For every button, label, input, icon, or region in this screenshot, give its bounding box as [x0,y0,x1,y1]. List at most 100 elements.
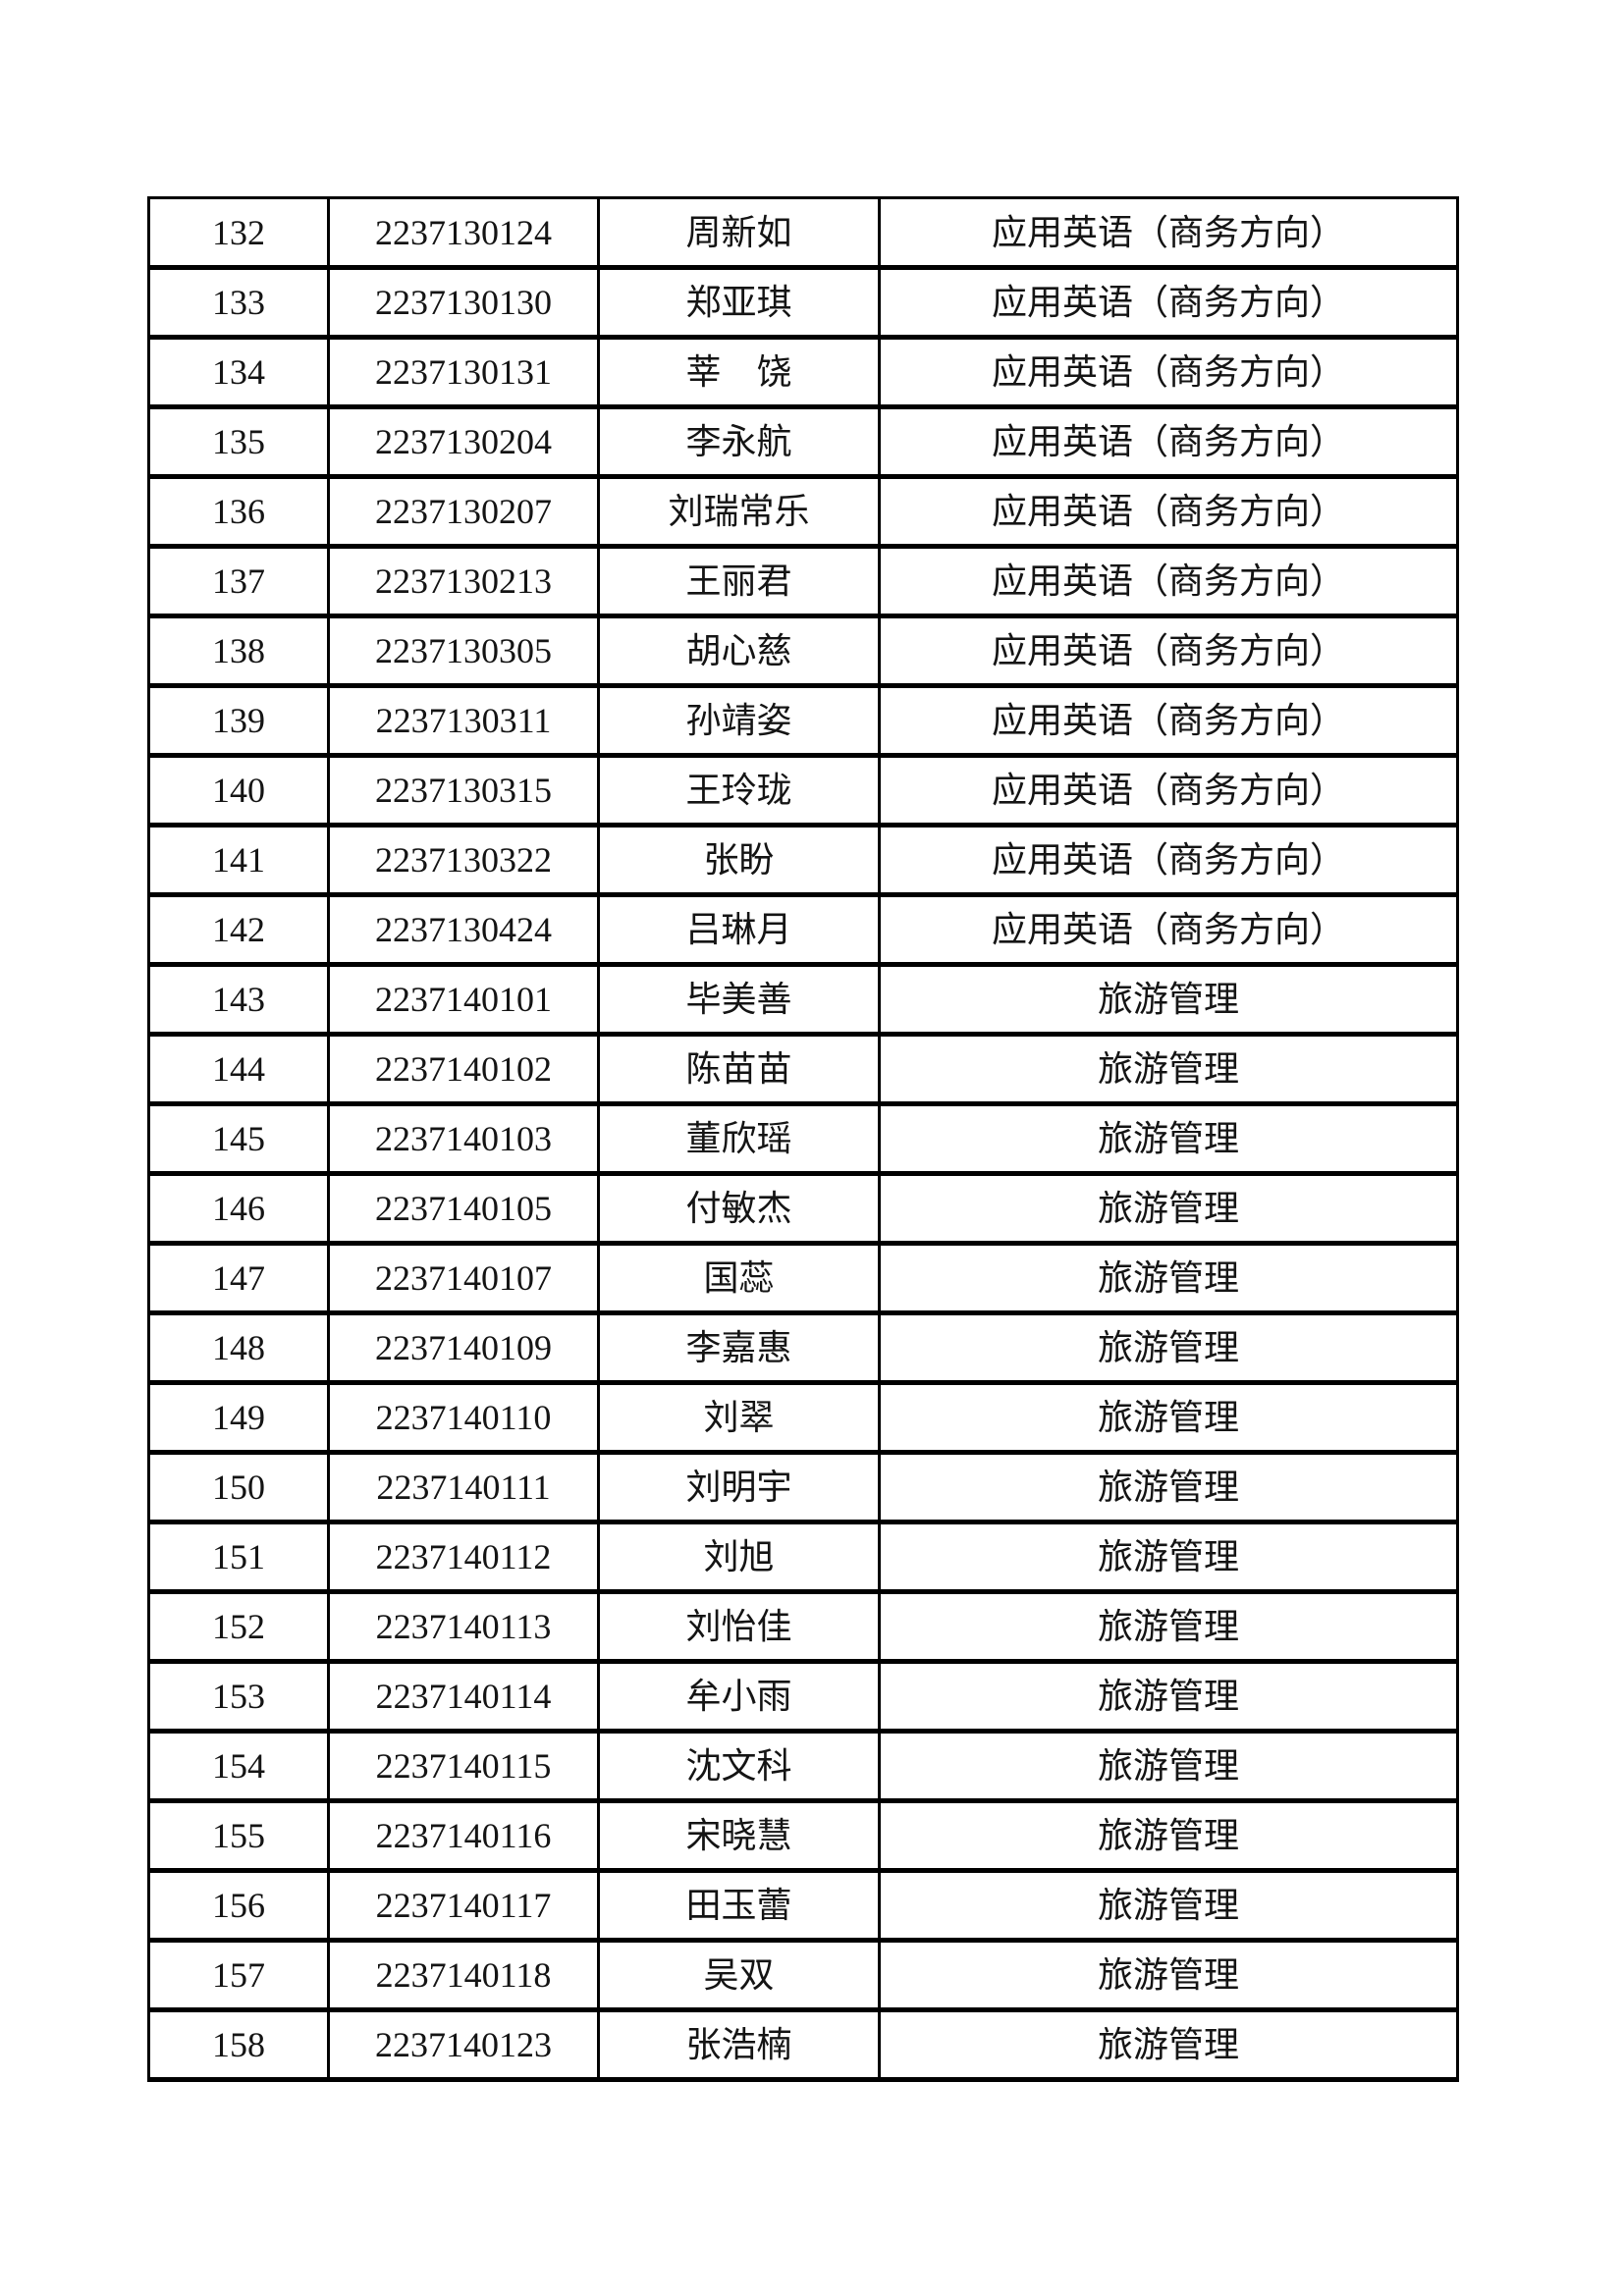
cell-name: 刘明宇 [597,1451,881,1524]
cell-major: 旅游管理 [878,1799,1459,1873]
cell-exam-id: 2237140116 [327,1799,600,1873]
table-row: 142 2237130424 吕琳月 应用英语（商务方向） [147,893,1459,967]
table-row: 147 2237140107 国蕊 旅游管理 [147,1242,1459,1315]
cell-major: 旅游管理 [878,1172,1459,1246]
cell-row-number: 141 [147,824,330,897]
cell-major: 应用英语（商务方向） [878,754,1459,828]
cell-exam-id: 2237140101 [327,963,600,1037]
cell-name: 董欣瑶 [597,1102,881,1176]
cell-row-number: 148 [147,1311,330,1385]
table-row: 136 2237130207 刘瑞常乐 应用英语（商务方向） [147,475,1459,549]
cell-major: 旅游管理 [878,1311,1459,1385]
cell-name: 陈苗苗 [597,1033,881,1106]
table-row: 148 2237140109 李嘉惠 旅游管理 [147,1311,1459,1385]
cell-row-number: 143 [147,963,330,1037]
cell-exam-id: 2237130305 [327,614,600,688]
table-row: 143 2237140101 毕美善 旅游管理 [147,963,1459,1037]
cell-row-number: 136 [147,475,330,549]
cell-major: 旅游管理 [878,1939,1459,2012]
cell-row-number: 138 [147,614,330,688]
cell-name: 张盼 [597,824,881,897]
cell-row-number: 139 [147,684,330,758]
cell-exam-id: 2237130131 [327,336,600,409]
cell-exam-id: 2237140109 [327,1311,600,1385]
cell-name: 王丽君 [597,545,881,618]
cell-major: 旅游管理 [878,1033,1459,1106]
cell-exam-id: 2237140110 [327,1381,600,1455]
cell-major: 应用英语（商务方向） [878,336,1459,409]
cell-name: 刘怡佳 [597,1590,881,1664]
cell-major: 应用英语（商务方向） [878,266,1459,340]
cell-exam-id: 2237140107 [327,1242,600,1315]
cell-row-number: 137 [147,545,330,618]
table-row: 145 2237140103 董欣瑶 旅游管理 [147,1102,1459,1176]
cell-name: 国蕊 [597,1242,881,1315]
cell-major: 旅游管理 [878,1242,1459,1315]
cell-exam-id: 2237130204 [327,405,600,479]
cell-row-number: 153 [147,1660,330,1734]
cell-exam-id: 2237140111 [327,1451,600,1524]
table-row: 141 2237130322 张盼 应用英语（商务方向） [147,824,1459,897]
table-row: 146 2237140105 付敏杰 旅游管理 [147,1172,1459,1246]
cell-name: 吕琳月 [597,893,881,967]
table-row: 137 2237130213 王丽君 应用英语（商务方向） [147,545,1459,618]
cell-exam-id: 2237140112 [327,1521,600,1594]
table-row: 153 2237140114 牟小雨 旅游管理 [147,1660,1459,1734]
cell-name: 胡心慈 [597,614,881,688]
cell-name: 刘翠 [597,1381,881,1455]
cell-row-number: 145 [147,1102,330,1176]
table-row: 157 2237140118 吴双 旅游管理 [147,1939,1459,2012]
cell-name: 孙靖姿 [597,684,881,758]
cell-row-number: 155 [147,1799,330,1873]
cell-name: 牟小雨 [597,1660,881,1734]
cell-major: 应用英语（商务方向） [878,405,1459,479]
cell-exam-id: 2237140114 [327,1660,600,1734]
student-roster-table: 132 2237130124 周新如 应用英语（商务方向） 133 223713… [147,196,1459,2082]
cell-exam-id: 2237140103 [327,1102,600,1176]
cell-name: 莘 饶 [597,336,881,409]
cell-row-number: 156 [147,1869,330,1943]
table-row: 149 2237140110 刘翠 旅游管理 [147,1381,1459,1455]
table-row: 140 2237130315 王玲珑 应用英语（商务方向） [147,754,1459,828]
cell-exam-id: 2237130315 [327,754,600,828]
cell-name: 王玲珑 [597,754,881,828]
cell-name: 刘旭 [597,1521,881,1594]
cell-major: 旅游管理 [878,1521,1459,1594]
cell-major: 旅游管理 [878,2008,1459,2082]
cell-major: 应用英语（商务方向） [878,824,1459,897]
table-row: 133 2237130130 郑亚琪 应用英语（商务方向） [147,266,1459,340]
cell-exam-id: 2237130322 [327,824,600,897]
cell-exam-id: 2237140105 [327,1172,600,1246]
cell-row-number: 151 [147,1521,330,1594]
cell-row-number: 133 [147,266,330,340]
cell-major: 应用英语（商务方向） [878,684,1459,758]
cell-major: 旅游管理 [878,1102,1459,1176]
cell-exam-id: 2237140118 [327,1939,600,2012]
cell-major: 应用英语（商务方向） [878,893,1459,967]
cell-name: 刘瑞常乐 [597,475,881,549]
table-row: 144 2237140102 陈苗苗 旅游管理 [147,1033,1459,1106]
cell-name: 毕美善 [597,963,881,1037]
cell-exam-id: 2237140102 [327,1033,600,1106]
table-row: 139 2237130311 孙靖姿 应用英语（商务方向） [147,684,1459,758]
cell-row-number: 152 [147,1590,330,1664]
cell-major: 旅游管理 [878,1381,1459,1455]
cell-row-number: 147 [147,1242,330,1315]
cell-major: 旅游管理 [878,1590,1459,1664]
cell-row-number: 140 [147,754,330,828]
cell-exam-id: 2237140123 [327,2008,600,2082]
cell-row-number: 150 [147,1451,330,1524]
cell-major: 应用英语（商务方向） [878,545,1459,618]
table-row: 155 2237140116 宋晓慧 旅游管理 [147,1799,1459,1873]
cell-major: 旅游管理 [878,963,1459,1037]
cell-exam-id: 2237130130 [327,266,600,340]
cell-exam-id: 2237130207 [327,475,600,549]
cell-row-number: 157 [147,1939,330,2012]
cell-exam-id: 2237140115 [327,1730,600,1803]
cell-major: 旅游管理 [878,1869,1459,1943]
table-row: 152 2237140113 刘怡佳 旅游管理 [147,1590,1459,1664]
cell-name: 李嘉惠 [597,1311,881,1385]
cell-row-number: 134 [147,336,330,409]
table-row: 156 2237140117 田玉蕾 旅游管理 [147,1869,1459,1943]
